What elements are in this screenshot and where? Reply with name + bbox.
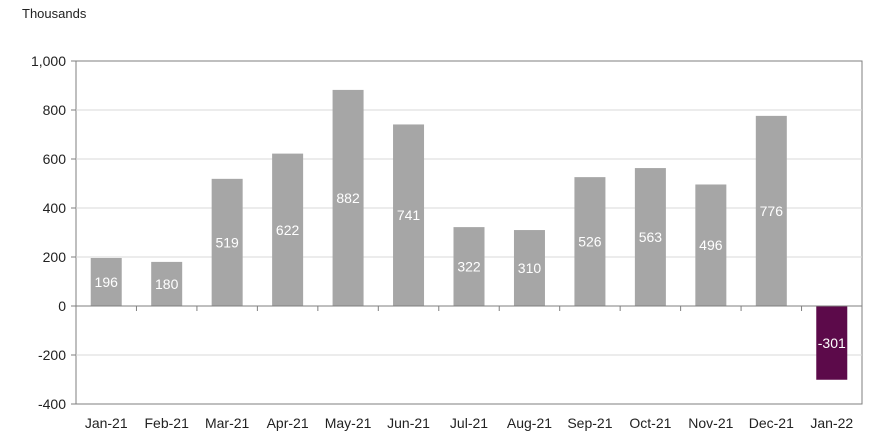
bar bbox=[755, 115, 787, 306]
bar bbox=[634, 168, 666, 306]
x-tick-label: Apr-21 bbox=[267, 415, 309, 431]
data-label: 519 bbox=[215, 234, 239, 250]
bar bbox=[211, 178, 243, 306]
y-tick-label: 600 bbox=[43, 151, 67, 167]
data-label: 196 bbox=[95, 274, 119, 290]
data-label: 741 bbox=[397, 207, 421, 223]
x-tick-label: Aug-21 bbox=[507, 415, 552, 431]
bar bbox=[90, 257, 122, 306]
y-tick-label: 200 bbox=[43, 249, 67, 265]
bar bbox=[151, 261, 183, 306]
y-tick-label: 1,000 bbox=[31, 53, 66, 69]
data-label: 310 bbox=[518, 260, 542, 276]
x-tick-label: Jan-22 bbox=[810, 415, 853, 431]
x-tick-label: Oct-21 bbox=[629, 415, 671, 431]
y-tick-label: 800 bbox=[43, 102, 67, 118]
data-label: 622 bbox=[276, 222, 300, 238]
data-label: -301 bbox=[818, 335, 846, 351]
x-tick-label: Jul-21 bbox=[450, 415, 488, 431]
data-label: 180 bbox=[155, 276, 179, 292]
y-tick-label: -400 bbox=[38, 396, 66, 412]
data-label: 776 bbox=[760, 203, 784, 219]
data-label: 526 bbox=[578, 234, 602, 250]
bar bbox=[574, 177, 606, 306]
bar bbox=[332, 89, 364, 306]
x-tick-label: Mar-21 bbox=[205, 415, 250, 431]
x-tick-label: May-21 bbox=[325, 415, 372, 431]
data-label: 322 bbox=[457, 259, 481, 275]
plot-frame bbox=[75, 60, 863, 405]
y-tick-label: 400 bbox=[43, 200, 67, 216]
data-label: 563 bbox=[639, 229, 663, 245]
bar bbox=[272, 153, 304, 306]
bar bbox=[513, 230, 545, 306]
y-tick-label: -200 bbox=[38, 347, 66, 363]
x-tick-label: Nov-21 bbox=[688, 415, 733, 431]
bar bbox=[816, 306, 848, 380]
x-tick-label: Jan-21 bbox=[85, 415, 128, 431]
x-tick-label: Sep-21 bbox=[567, 415, 612, 431]
data-label: 496 bbox=[699, 237, 723, 253]
y-axis-label: Thousands bbox=[22, 6, 87, 21]
x-tick-label: Dec-21 bbox=[749, 415, 794, 431]
x-tick-label: Jun-21 bbox=[387, 415, 430, 431]
x-tick-label: Feb-21 bbox=[145, 415, 190, 431]
data-label: 882 bbox=[336, 190, 360, 206]
y-tick-label: 0 bbox=[58, 298, 66, 314]
bar bbox=[695, 184, 727, 306]
bar bbox=[453, 227, 485, 306]
bar bbox=[393, 124, 425, 306]
